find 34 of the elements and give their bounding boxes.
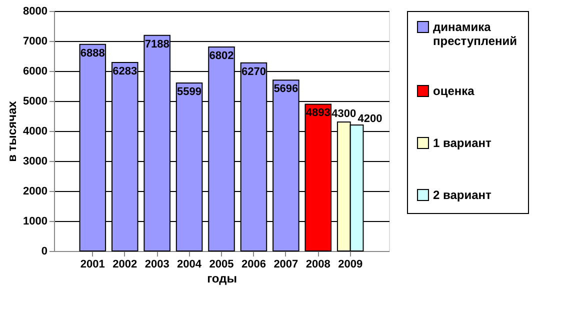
data-label: 5696 bbox=[274, 83, 298, 96]
y-tick-label: 2000 bbox=[23, 186, 48, 198]
x-tick-label: 2006 bbox=[241, 258, 266, 270]
y-tick-label: 7000 bbox=[23, 36, 48, 48]
data-label: 4200 bbox=[358, 113, 382, 125]
data-label: 7188 bbox=[144, 38, 170, 50]
x-tick-label: 2007 bbox=[274, 258, 298, 270]
y-tick-label: 5000 bbox=[23, 96, 48, 108]
legend-label: 2 вариант bbox=[433, 188, 492, 202]
data-label: 6802 bbox=[209, 50, 234, 62]
y-tick-label: 6000 bbox=[23, 66, 48, 78]
x-tick-label: 2001 bbox=[80, 258, 105, 270]
x-tick-label: 2004 bbox=[177, 258, 202, 270]
x-tick-label: 2003 bbox=[144, 258, 170, 270]
data-label: 4300 bbox=[332, 108, 356, 120]
y-tick-label: 4000 bbox=[23, 126, 48, 138]
legend-label: оценка bbox=[433, 84, 475, 98]
data-label: 6888 bbox=[80, 47, 105, 60]
x-tick-label: 2005 bbox=[209, 258, 234, 270]
legend-label: 1 вариант bbox=[433, 136, 492, 150]
y-tick-label: 3000 bbox=[23, 156, 48, 168]
data-label: 6283 bbox=[112, 66, 138, 78]
x-axis-title: годы bbox=[207, 272, 237, 286]
y-axis-title: в тысячах bbox=[5, 100, 20, 162]
y-tick-label: 8000 bbox=[23, 6, 48, 18]
data-label: 6270 bbox=[241, 66, 266, 78]
x-tick-label: 2009 bbox=[338, 258, 363, 270]
y-tick-label: 0 bbox=[41, 246, 48, 258]
data-label: 4893 bbox=[306, 107, 330, 120]
x-tick-label: 2002 bbox=[112, 258, 138, 270]
legend-label: динамика преступлений bbox=[433, 20, 518, 48]
data-label: 5599 bbox=[177, 86, 202, 98]
y-tick-label: 1000 bbox=[23, 216, 48, 228]
x-tick-label: 2008 bbox=[306, 258, 330, 270]
